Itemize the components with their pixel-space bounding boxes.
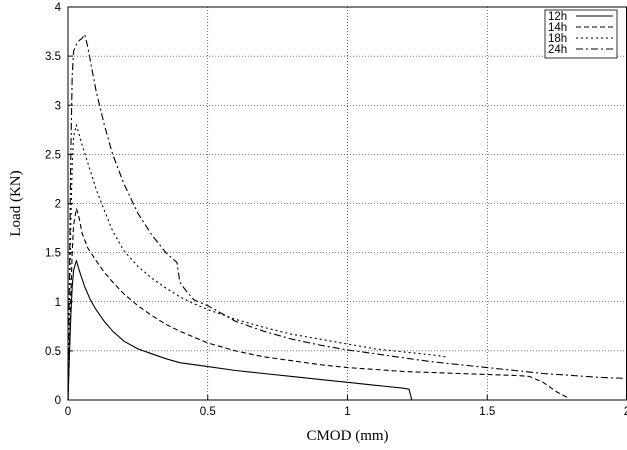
y-tick-label: 0.5 xyxy=(45,346,61,358)
series-line-14h xyxy=(67,207,569,401)
x-tick-label: 0 xyxy=(65,406,71,418)
y-tick-label: 4 xyxy=(55,2,62,14)
legend-label: 24h xyxy=(548,44,567,56)
axis-ticks: 0 0.5 1 1.5 2 0 0.5 1 1.5 2 2.5 3 3.5 4 xyxy=(45,2,627,418)
x-tick-label: 2 xyxy=(624,406,627,418)
series-group xyxy=(67,33,627,401)
x-tick-label: 1 xyxy=(344,406,350,418)
y-tick-label: 3.5 xyxy=(45,51,61,63)
x-tick-label: 1.5 xyxy=(479,406,495,418)
legend-label: 14h xyxy=(548,22,567,34)
legend-box xyxy=(544,9,618,59)
grid xyxy=(68,7,627,400)
series-line-24h xyxy=(67,33,627,401)
y-tick-label: 2.5 xyxy=(45,149,61,161)
legend-label: 18h xyxy=(548,33,567,45)
y-tick-label: 1.5 xyxy=(45,248,61,260)
y-axis-title: Load (KN) xyxy=(8,170,24,236)
x-tick-label: 0.5 xyxy=(200,406,216,418)
y-tick-label: 2 xyxy=(55,199,61,211)
legend-label: 12h xyxy=(548,11,567,23)
y-tick-label: 0 xyxy=(55,395,61,407)
x-axis-title: CMOD (mm) xyxy=(306,428,388,444)
series-line-18h xyxy=(67,124,446,401)
y-tick-label: 3 xyxy=(55,100,61,112)
series-line-12h xyxy=(67,259,413,401)
y-tick-label: 1 xyxy=(55,297,61,309)
